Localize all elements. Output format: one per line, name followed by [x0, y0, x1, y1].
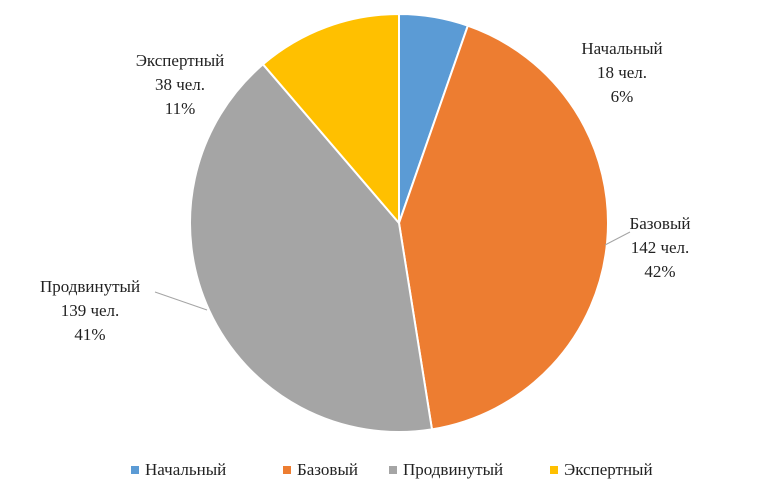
slice-value-label: 139 чел.	[61, 301, 120, 320]
slice-percent-label: 41%	[74, 325, 105, 344]
slice-value-label: 142 чел.	[631, 238, 690, 257]
slice-value-label: 18 чел.	[597, 63, 647, 82]
legend-marker	[131, 466, 139, 474]
pie-slice	[397, 24, 609, 431]
legend-marker	[283, 466, 291, 474]
legend-label: Продвинутый	[403, 460, 503, 479]
slice-category-label: Продвинутый	[40, 277, 140, 296]
legend-marker	[550, 466, 558, 474]
pie-slice	[189, 62, 434, 433]
slice-category-label: Базовый	[630, 214, 691, 233]
slice-category-label: Начальный	[581, 39, 662, 58]
slice-percent-label: 42%	[644, 262, 675, 281]
slice-value-label: 38 чел.	[155, 75, 205, 94]
legend-label: Экспертный	[564, 460, 653, 479]
legend-marker	[389, 466, 397, 474]
leader-line	[154, 291, 208, 311]
slice-percent-label: 6%	[611, 87, 634, 106]
legend-label: Начальный	[145, 460, 226, 479]
slice-category-label: Экспертный	[136, 51, 225, 70]
slice-percent-label: 11%	[165, 99, 196, 118]
leader-line	[604, 231, 631, 246]
legend-label: Базовый	[297, 460, 358, 479]
pie-slice	[261, 12, 400, 226]
